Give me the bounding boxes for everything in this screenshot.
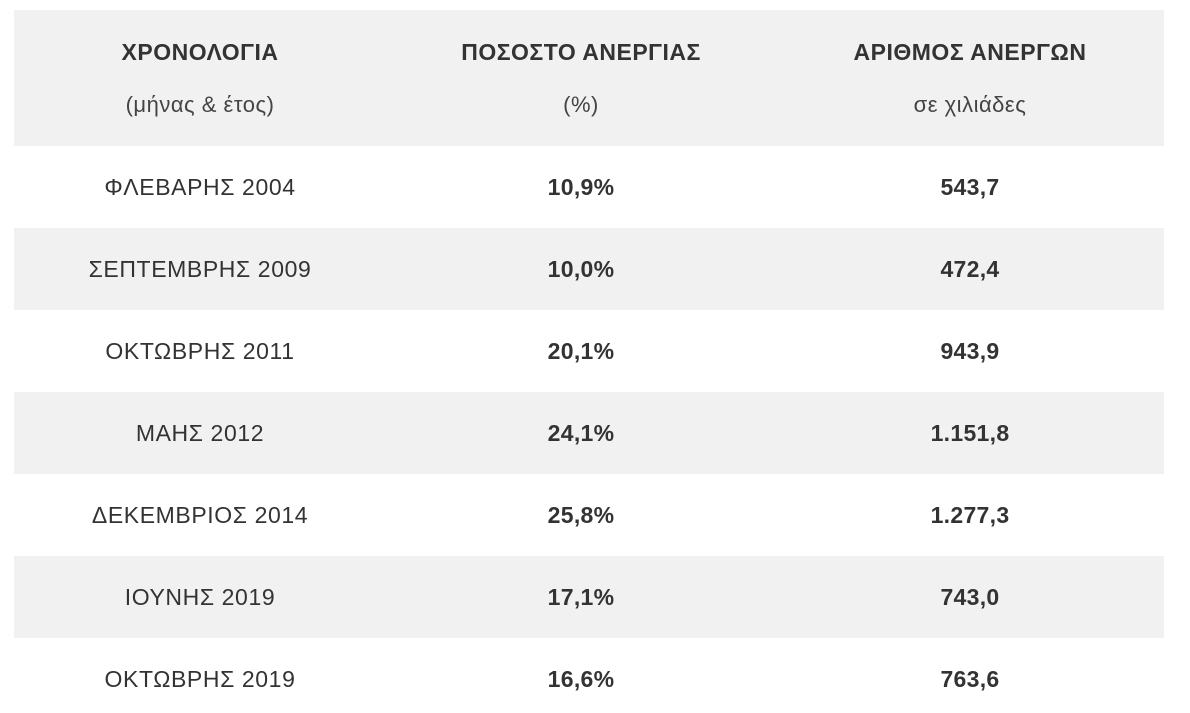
row-rate: 24,1% xyxy=(547,419,615,446)
row-date: ΙΟΥΝΗΣ 2019 xyxy=(124,583,276,610)
table-row: ΜΑΗΣ 2012 24,1% 1.151,8 xyxy=(14,392,1164,474)
header-count: ΑΡΙΘΜΟΣ ΑΝΕΡΓΩΝ σε χιλιάδες xyxy=(776,39,1164,118)
row-count: 1.151,8 xyxy=(930,419,1010,446)
header-rate: ΠΟΣΟΣΤΟ ΑΝΕΡΓΙΑΣ (%) xyxy=(386,39,776,118)
unemployment-table: ΧΡΟΝΟΛΟΓΙΑ (μήνας & έτος) ΠΟΣΟΣΤΟ ΑΝΕΡΓΙ… xyxy=(14,10,1164,713)
row-rate: 20,1% xyxy=(547,337,615,364)
table-row: ΦΛΕΒΑΡΗΣ 2004 10,9% 543,7 xyxy=(14,146,1164,228)
row-rate: 17,1% xyxy=(547,583,615,610)
row-rate: 25,8% xyxy=(547,501,615,528)
table-header-row: ΧΡΟΝΟΛΟΓΙΑ (μήνας & έτος) ΠΟΣΟΣΤΟ ΑΝΕΡΓΙ… xyxy=(14,10,1164,146)
header-date-subtitle: (μήνας & έτος) xyxy=(125,91,275,117)
row-date: ΜΑΗΣ 2012 xyxy=(135,419,265,446)
row-count: 763,6 xyxy=(940,665,1000,692)
row-count: 1.277,3 xyxy=(930,501,1010,528)
table-row: ΔΕΚΕΜΒΡΙΟΣ 2014 25,8% 1.277,3 xyxy=(14,474,1164,556)
table-row: ΟΚΤΩΒΡΗΣ 2019 16,6% 763,6 xyxy=(14,638,1164,713)
header-date-title: ΧΡΟΝΟΛΟΓΙΑ xyxy=(121,38,279,65)
header-rate-subtitle: (%) xyxy=(563,91,599,117)
row-rate: 10,9% xyxy=(547,173,615,200)
row-date: ΦΛΕΒΑΡΗΣ 2004 xyxy=(104,173,296,200)
row-date: ΟΚΤΩΒΡΗΣ 2011 xyxy=(105,337,295,364)
row-count: 543,7 xyxy=(940,173,1000,200)
row-date: ΟΚΤΩΒΡΗΣ 2019 xyxy=(104,665,296,692)
row-date: ΔΕΚΕΜΒΡΙΟΣ 2014 xyxy=(91,501,309,528)
header-rate-title: ΠΟΣΟΣΤΟ ΑΝΕΡΓΙΑΣ xyxy=(461,38,701,65)
table-row: ΣΕΠΤΕΜΒΡΗΣ 2009 10,0% 472,4 xyxy=(14,228,1164,310)
row-rate: 16,6% xyxy=(547,665,615,692)
row-count: 943,9 xyxy=(940,337,1000,364)
header-date: ΧΡΟΝΟΛΟΓΙΑ (μήνας & έτος) xyxy=(14,39,386,118)
row-count: 472,4 xyxy=(940,255,1000,282)
header-count-subtitle: σε χιλιάδες xyxy=(913,91,1027,117)
table-row: ΙΟΥΝΗΣ 2019 17,1% 743,0 xyxy=(14,556,1164,638)
header-count-title: ΑΡΙΘΜΟΣ ΑΝΕΡΓΩΝ xyxy=(853,38,1087,65)
row-date: ΣΕΠΤΕΜΒΡΗΣ 2009 xyxy=(88,255,312,282)
row-rate: 10,0% xyxy=(547,255,615,282)
row-count: 743,0 xyxy=(940,583,1000,610)
table-row: ΟΚΤΩΒΡΗΣ 2011 20,1% 943,9 xyxy=(14,310,1164,392)
